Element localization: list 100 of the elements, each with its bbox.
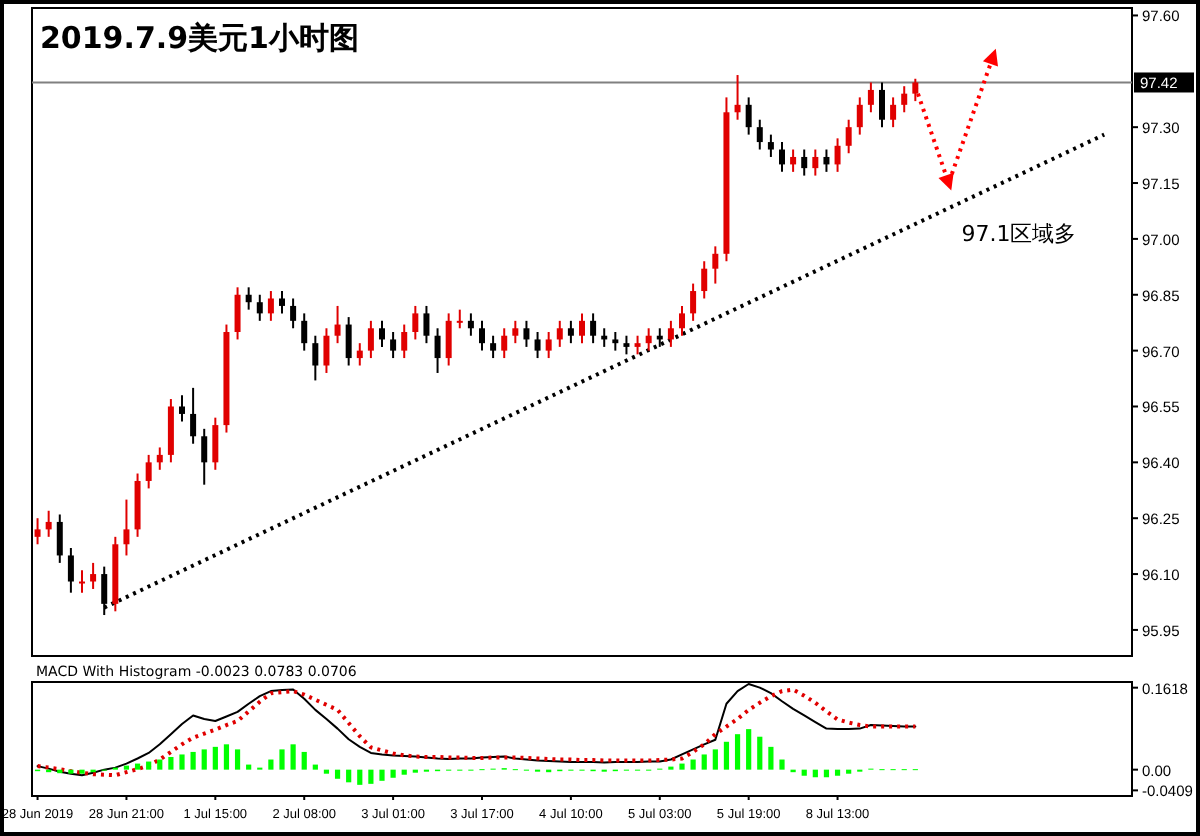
candlestick xyxy=(267,290,274,322)
candlestick xyxy=(423,304,430,345)
bar xyxy=(768,746,774,770)
candlestick xyxy=(156,446,163,471)
bar xyxy=(312,764,318,770)
candlestick xyxy=(279,290,285,315)
candlestick xyxy=(490,334,497,360)
candlestick xyxy=(201,427,208,486)
candlestick xyxy=(523,319,530,348)
candlestick xyxy=(512,319,519,345)
candlestick xyxy=(679,304,685,337)
bar xyxy=(201,749,207,770)
candlestick xyxy=(734,74,741,121)
bar xyxy=(357,769,363,785)
candlestick xyxy=(501,327,508,360)
candlestick xyxy=(312,334,319,382)
candlestick xyxy=(856,96,863,136)
candlestick xyxy=(545,331,552,360)
bar xyxy=(723,741,730,770)
annotation: 97.1区域多 xyxy=(961,221,1077,248)
bar xyxy=(690,759,696,770)
bar xyxy=(701,754,707,770)
candlestick xyxy=(879,81,885,129)
bar xyxy=(779,759,785,770)
candlestick xyxy=(123,498,130,557)
candlestick xyxy=(301,312,308,352)
candlestick xyxy=(456,308,463,330)
bar xyxy=(179,754,185,770)
bar xyxy=(801,769,807,776)
candlestick xyxy=(290,297,297,330)
bar xyxy=(134,763,141,770)
candlestick xyxy=(45,509,52,538)
candlestick xyxy=(712,245,719,285)
candlestick xyxy=(534,331,541,360)
candlestick xyxy=(145,453,152,490)
candlestick xyxy=(567,319,574,345)
candlestick xyxy=(790,148,797,173)
candlestick xyxy=(67,547,74,594)
candlestick xyxy=(701,260,708,300)
candlestick xyxy=(479,319,485,352)
candlestick xyxy=(901,85,908,114)
candlestick xyxy=(245,286,252,311)
bar xyxy=(346,769,352,783)
candlestick xyxy=(556,319,563,348)
bar xyxy=(212,746,218,770)
bar xyxy=(834,769,841,776)
candlestick xyxy=(634,334,641,356)
bar xyxy=(168,756,174,770)
candlestick xyxy=(823,148,830,173)
candlestick xyxy=(667,319,674,348)
candlestick xyxy=(645,327,652,352)
bar xyxy=(368,769,374,784)
candlestick xyxy=(101,565,108,617)
candlestick xyxy=(401,323,408,360)
candlestick xyxy=(834,137,841,173)
candlestick xyxy=(256,293,263,322)
candlestick xyxy=(690,282,697,322)
candlestick xyxy=(234,286,241,341)
bar xyxy=(679,763,685,770)
bar xyxy=(234,749,241,770)
bar xyxy=(734,734,741,770)
candlestick xyxy=(767,133,774,158)
candlestick xyxy=(845,118,852,155)
bar xyxy=(390,769,396,778)
candlestick xyxy=(345,316,352,367)
candlestick xyxy=(90,561,97,590)
candlestick xyxy=(56,513,63,564)
bar xyxy=(268,759,274,770)
candlestick xyxy=(379,319,385,348)
bar xyxy=(290,744,296,770)
candlestick xyxy=(867,81,874,114)
bar xyxy=(757,736,763,770)
bar xyxy=(712,749,718,770)
text: 2019.7.9美元1小时图 xyxy=(40,20,359,56)
bar xyxy=(279,749,285,770)
bar xyxy=(401,769,407,775)
bar xyxy=(379,769,385,781)
candlestick xyxy=(801,148,808,177)
candlestick xyxy=(912,77,919,103)
candlestick xyxy=(745,96,752,136)
bar xyxy=(334,769,341,779)
candlestick xyxy=(612,331,619,352)
bar xyxy=(246,764,252,770)
candlestick xyxy=(467,312,474,337)
bar xyxy=(190,751,196,770)
candlestick xyxy=(323,327,330,374)
candlestick xyxy=(623,334,630,356)
candlestick xyxy=(356,342,363,367)
candlestick xyxy=(79,569,85,594)
candlestick xyxy=(212,416,219,471)
candlestick xyxy=(590,312,597,345)
bar xyxy=(146,761,152,770)
candlestick xyxy=(779,141,785,173)
candlestick xyxy=(812,148,819,177)
candlestick xyxy=(579,312,585,345)
candlestick xyxy=(34,517,41,546)
bar xyxy=(746,729,752,770)
candlestick xyxy=(412,304,419,341)
candlestick xyxy=(179,394,185,423)
candlestick xyxy=(334,304,341,345)
